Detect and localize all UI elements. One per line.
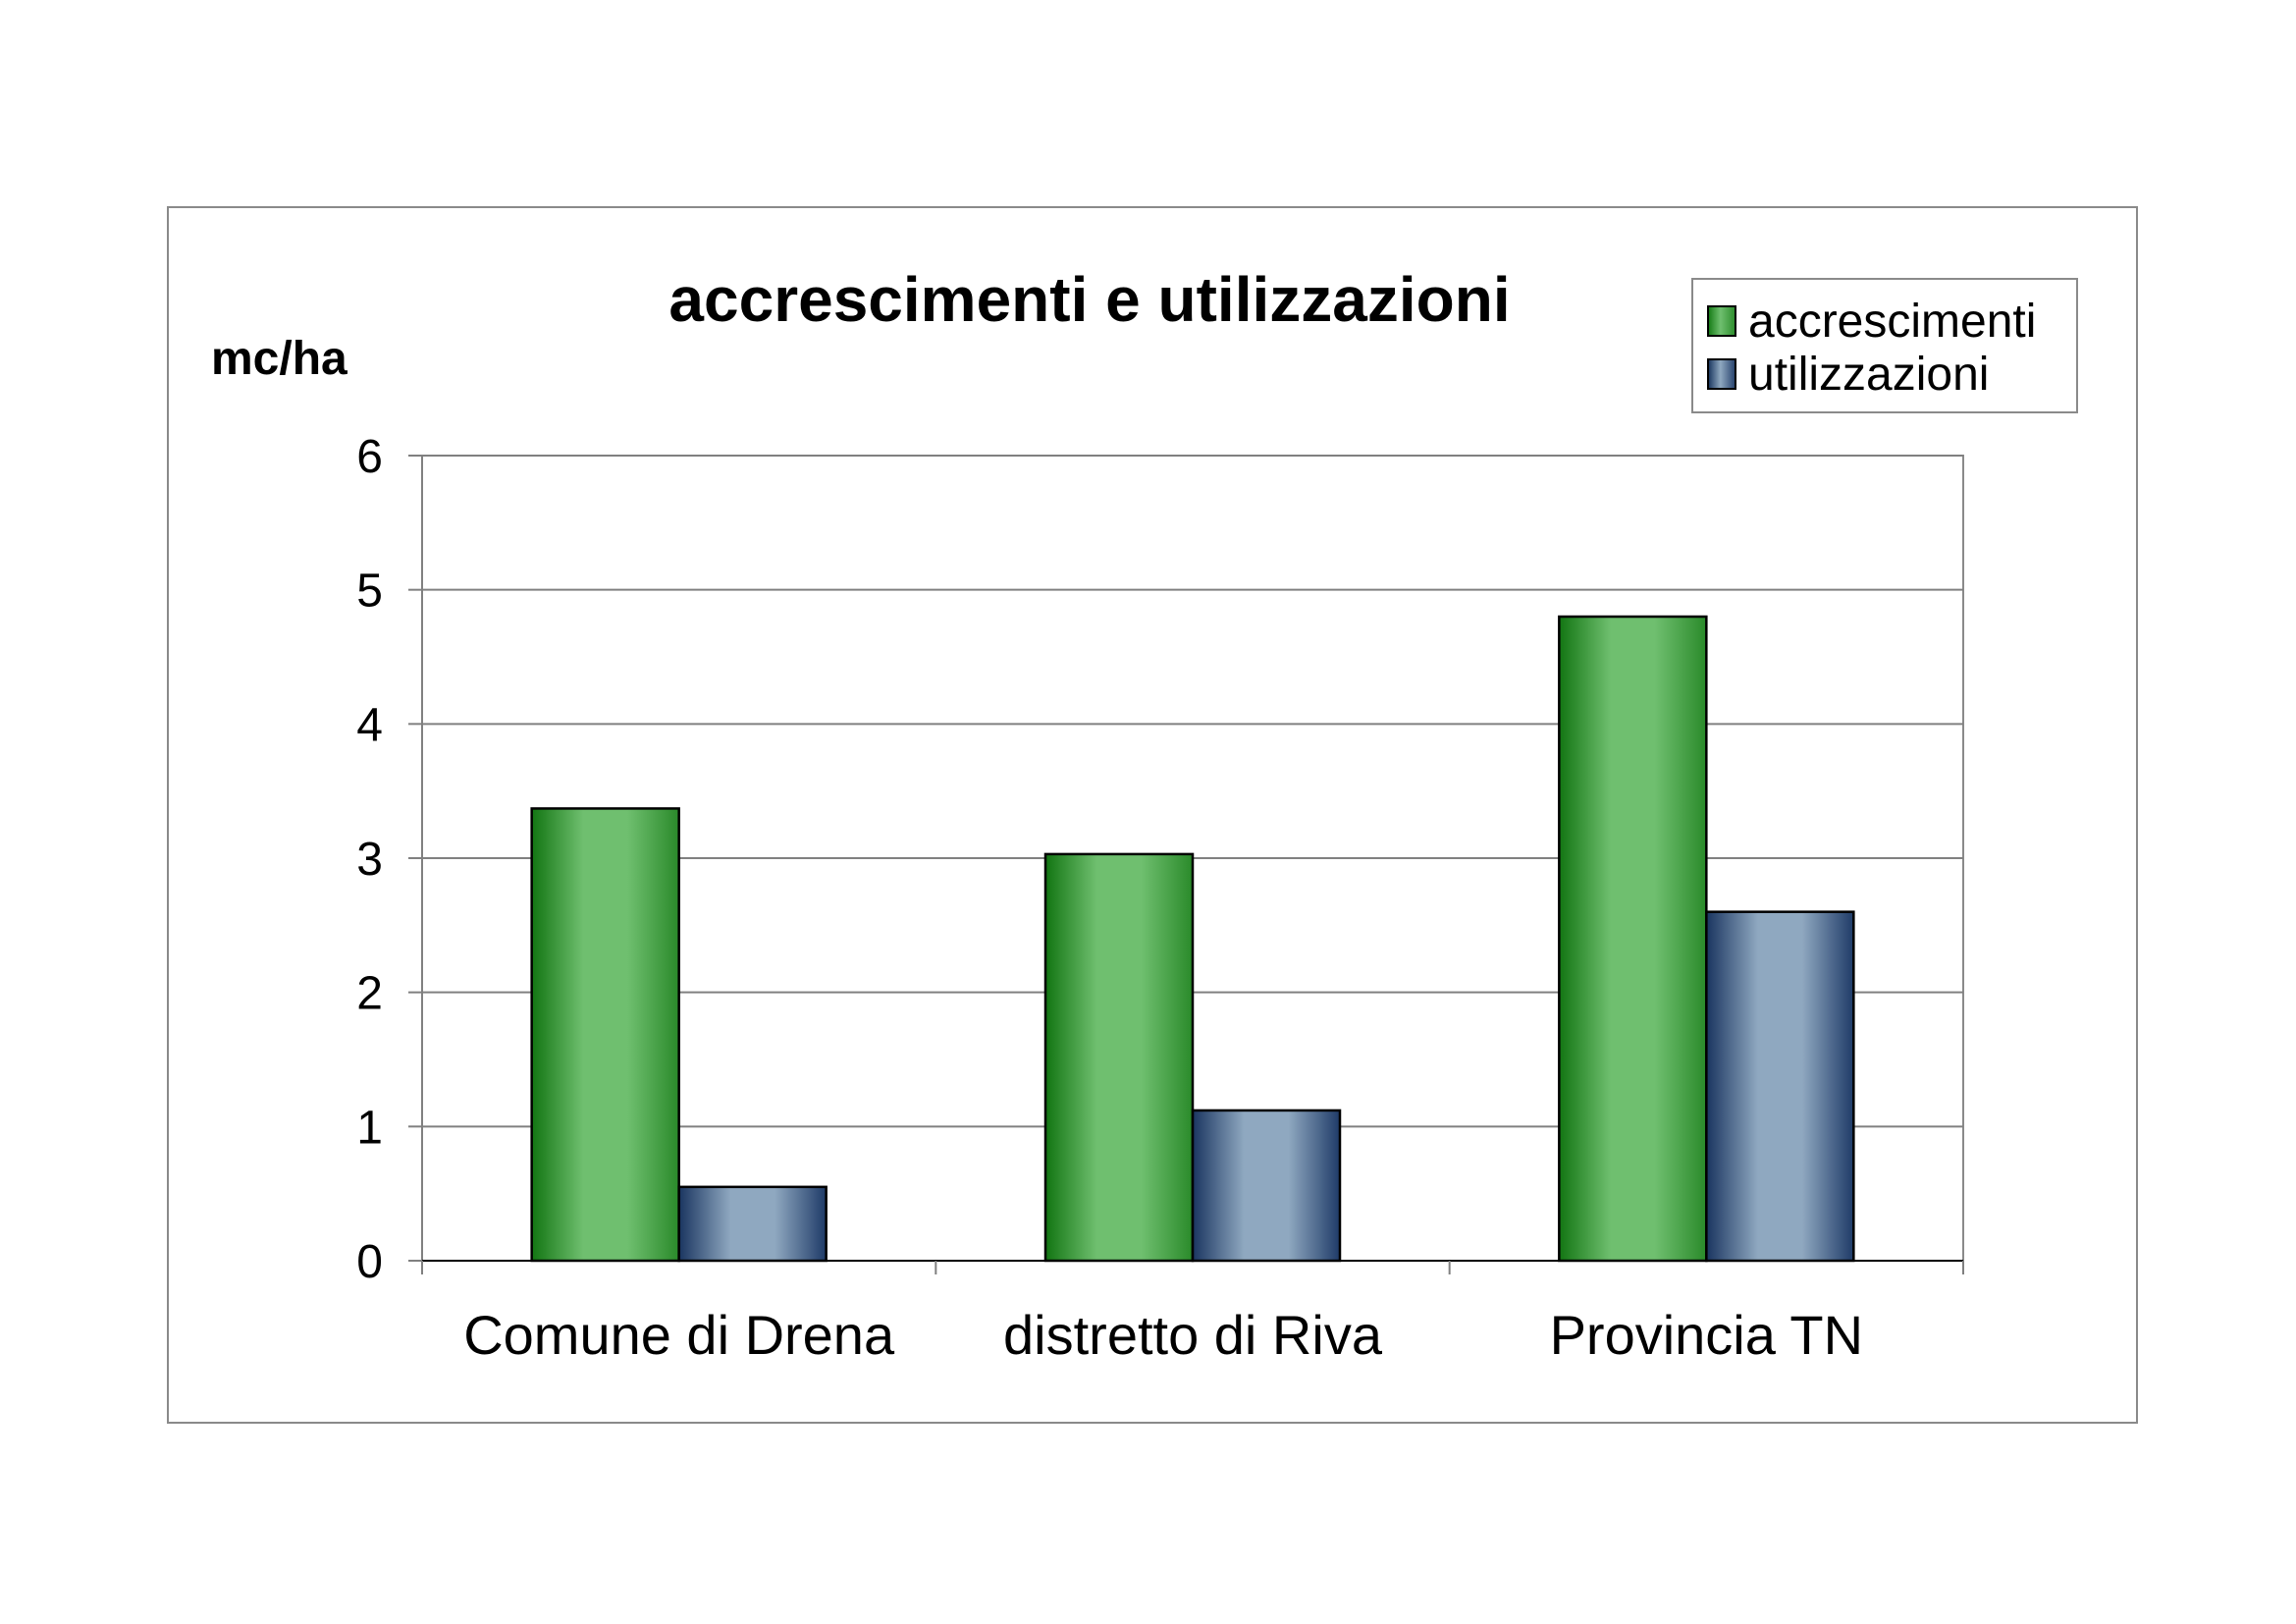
bar-accrescimenti-1 [1043, 852, 1195, 1263]
y-tick-label: 2 [356, 968, 383, 1020]
legend-label-accrescimenti: accrescimenti [1748, 295, 2037, 348]
x-tick-label: Comune di Drena [463, 1304, 895, 1366]
bar-utilizzazioni-2 [1705, 910, 1855, 1263]
y-tick-label: 0 [356, 1236, 383, 1288]
legend-label-utilizzazioni: utilizzazioni [1748, 348, 1990, 401]
y-tick-label: 6 [356, 431, 383, 483]
bar-accrescimenti-0 [530, 807, 680, 1263]
chart-legend: accrescimenti utilizzazioni [1691, 278, 2078, 413]
bar-utilizzazioni-1 [1191, 1109, 1342, 1263]
legend-item-utilizzazioni: utilizzazioni [1707, 347, 1989, 402]
chart-title: accrescimenti e utilizzazioni [668, 264, 1511, 335]
y-tick-label: 4 [356, 699, 383, 751]
legend-swatch-utilizzazioni [1707, 358, 1736, 390]
bar-utilizzazioni-0 [677, 1185, 828, 1263]
y-tick-label: 5 [356, 566, 383, 618]
bar-accrescimenti-2 [1558, 615, 1708, 1263]
x-tick-label: distretto di Riva [1003, 1304, 1383, 1366]
x-tick-label: Provincia TN [1550, 1304, 1864, 1366]
legend-item-accrescimenti: accrescimenti [1707, 294, 2036, 349]
y-tick-label: 3 [356, 834, 383, 886]
y-axis-label: mc/ha [211, 333, 347, 385]
legend-swatch-accrescimenti [1707, 305, 1736, 337]
y-tick-label: 1 [356, 1102, 383, 1154]
